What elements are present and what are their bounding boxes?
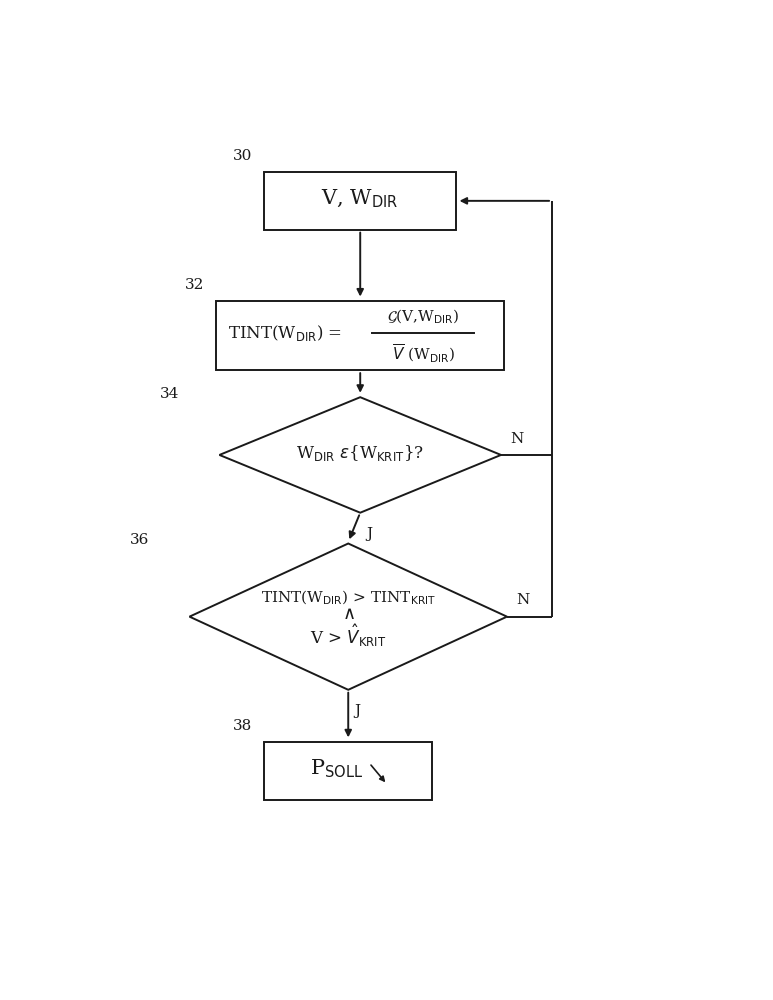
Text: TINT(W$_{\rm DIR}$) > TINT$_{\rm KRIT}$: TINT(W$_{\rm DIR}$) > TINT$_{\rm KRIT}$ bbox=[261, 588, 436, 607]
Text: 38: 38 bbox=[233, 719, 252, 733]
Text: N: N bbox=[510, 432, 523, 446]
Text: TINT(W$_{\rm DIR}$) =: TINT(W$_{\rm DIR}$) = bbox=[228, 323, 342, 343]
Text: P$_{\rm SOLL}$: P$_{\rm SOLL}$ bbox=[310, 757, 363, 780]
Text: J: J bbox=[366, 527, 373, 541]
Text: V, W$_{\rm DIR}$: V, W$_{\rm DIR}$ bbox=[322, 187, 399, 210]
Polygon shape bbox=[189, 544, 507, 690]
Text: 34: 34 bbox=[159, 387, 179, 401]
Bar bbox=[264, 742, 432, 800]
Text: 36: 36 bbox=[130, 533, 149, 547]
Text: $\overline{V}$ (W$_{\rm DIR}$): $\overline{V}$ (W$_{\rm DIR}$) bbox=[392, 343, 455, 365]
Text: $\wedge$: $\wedge$ bbox=[342, 605, 355, 623]
Bar bbox=[264, 172, 456, 230]
Bar bbox=[216, 301, 504, 370]
Text: 30: 30 bbox=[233, 149, 253, 163]
Polygon shape bbox=[220, 397, 501, 513]
Text: 32: 32 bbox=[185, 278, 205, 292]
Text: N: N bbox=[516, 593, 530, 607]
Text: $\mathcal{G}$(V,W$_{\rm DIR}$): $\mathcal{G}$(V,W$_{\rm DIR}$) bbox=[386, 307, 459, 326]
Text: W$_{\rm DIR}$ $\varepsilon${W$_{\rm KRIT}$}?: W$_{\rm DIR}$ $\varepsilon${W$_{\rm KRIT… bbox=[296, 443, 424, 463]
Text: V > $\hat{V}_{\rm KRIT}$: V > $\hat{V}_{\rm KRIT}$ bbox=[310, 623, 386, 649]
Text: J: J bbox=[354, 704, 360, 718]
